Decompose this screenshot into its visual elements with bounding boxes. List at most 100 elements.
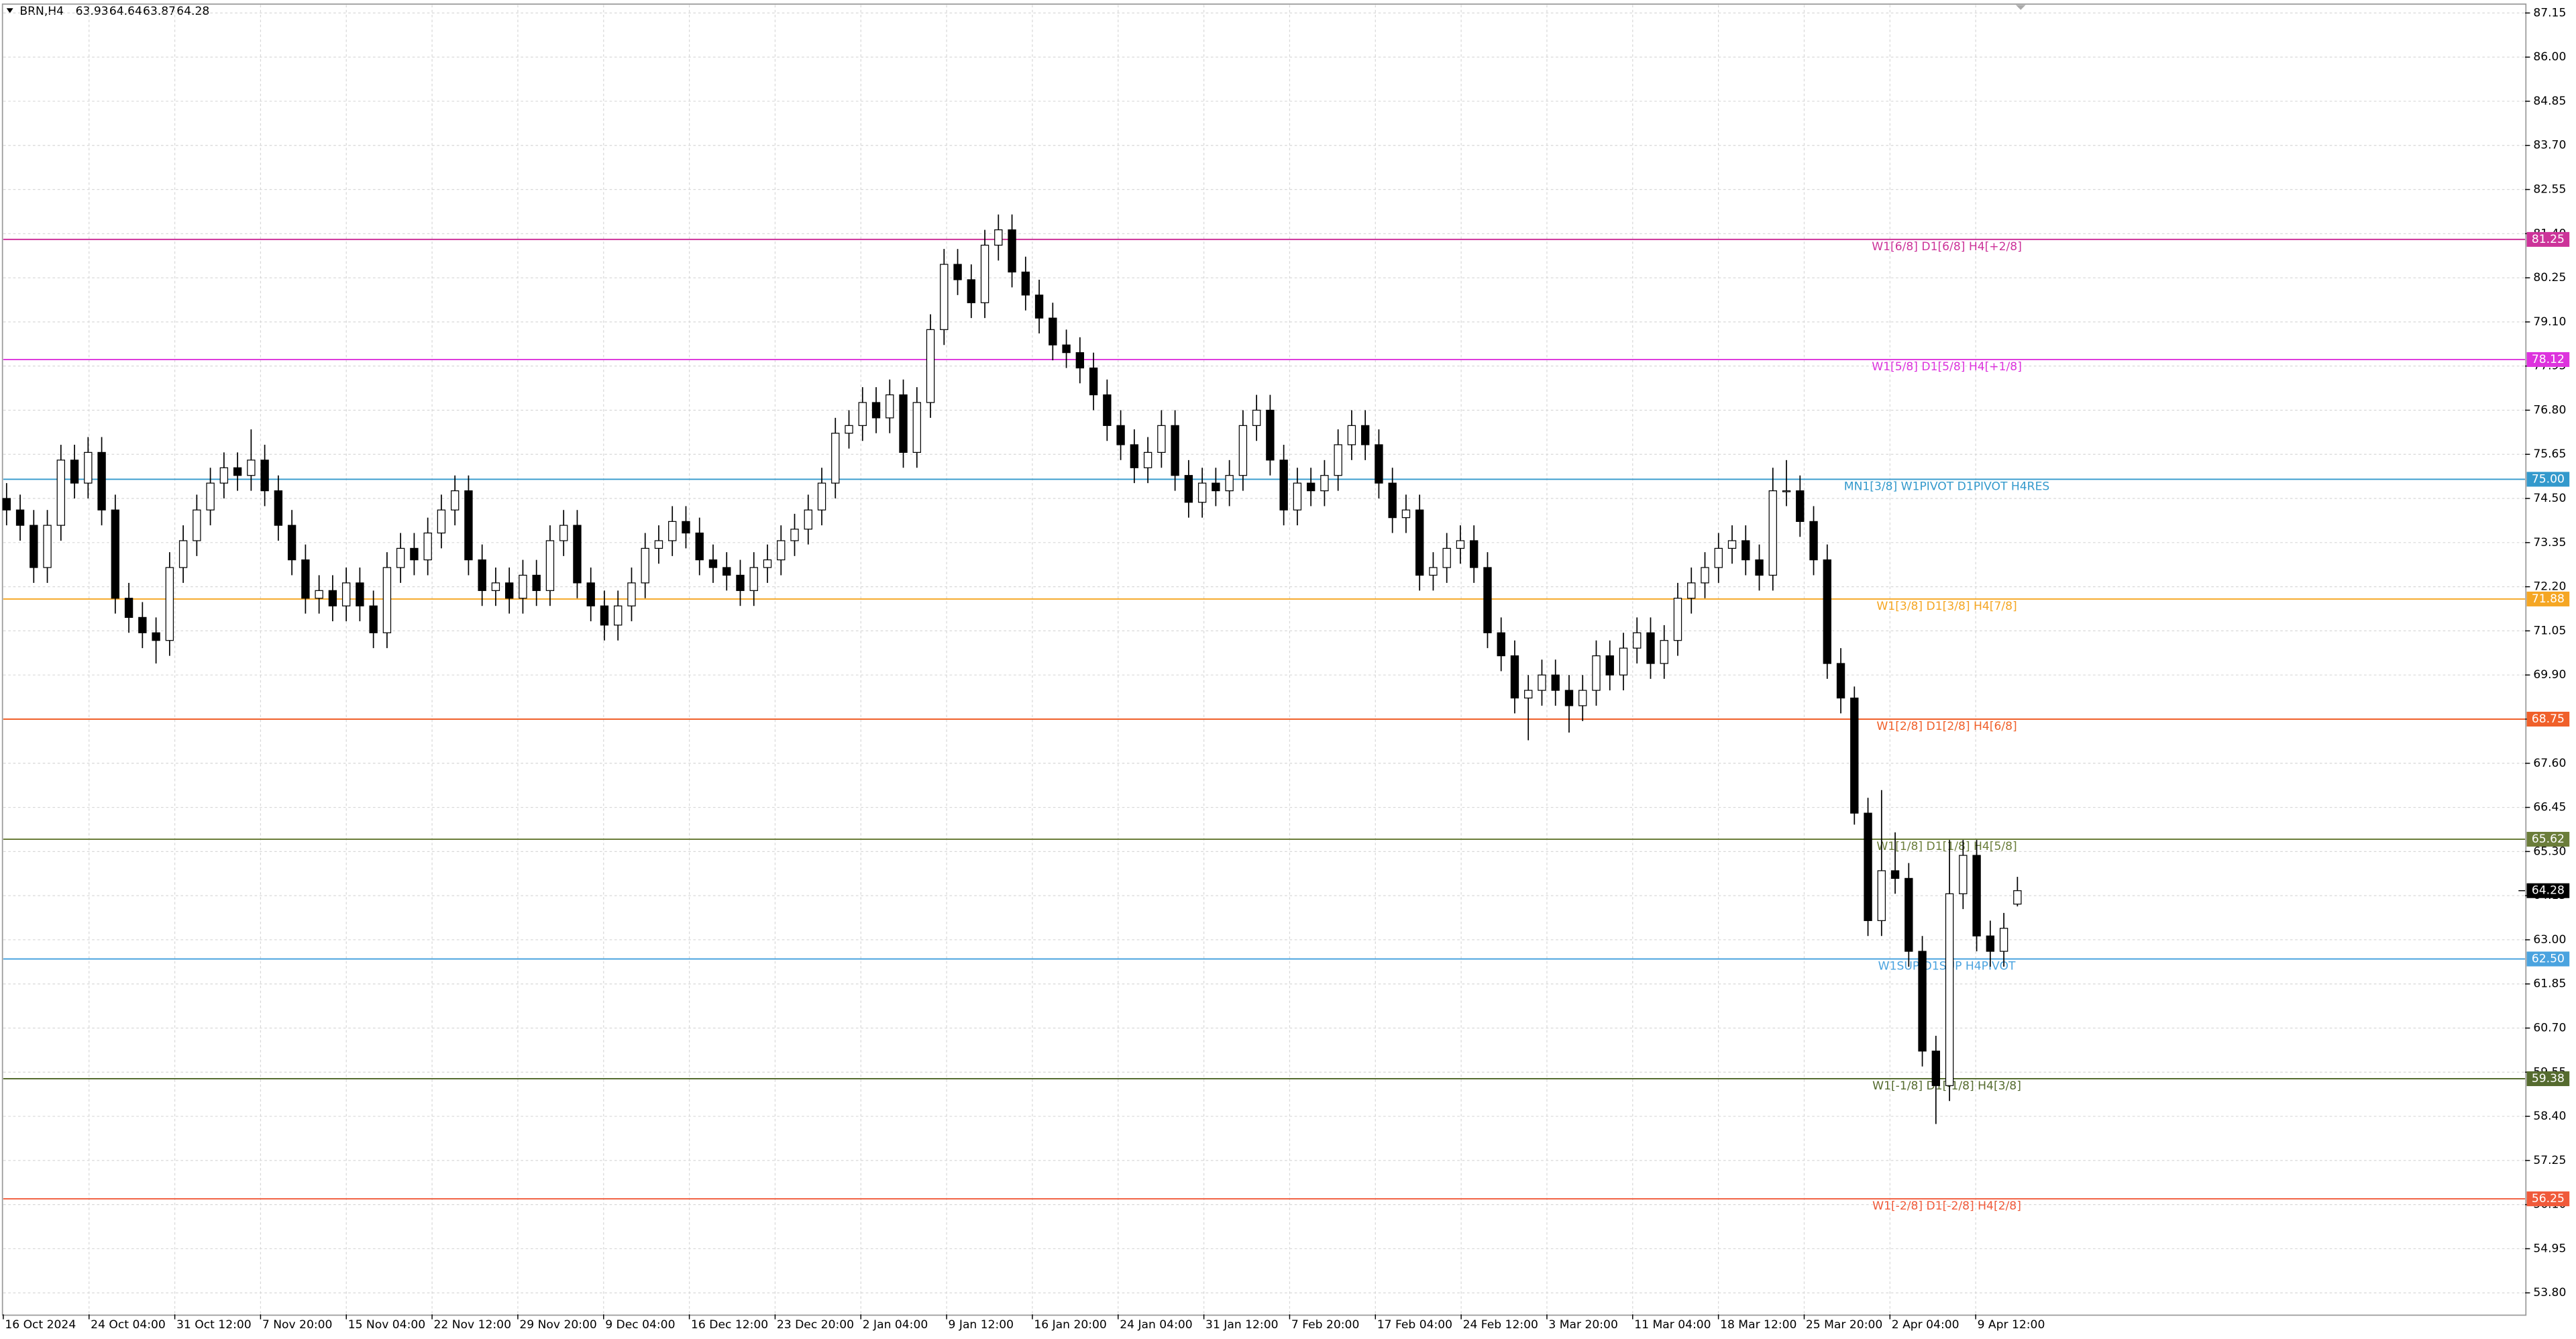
candle-body (193, 509, 201, 541)
candle-body (30, 525, 38, 568)
candle-body (1864, 812, 1872, 921)
x-tick-label: 11 Mar 04:00 (1634, 1318, 1711, 1332)
price-tag (2526, 472, 2570, 487)
candle-body (682, 521, 690, 534)
y-tick-label: 83.70 (2533, 139, 2566, 152)
candle-body (247, 460, 256, 476)
candle-body (301, 559, 310, 599)
x-tick-label: 16 Jan 20:00 (1034, 1318, 1106, 1332)
candle-body (614, 605, 623, 626)
y-tick-label: 58.40 (2533, 1110, 2566, 1123)
candle-body (1796, 490, 1805, 522)
candle-body (287, 525, 297, 561)
candle-body (817, 482, 826, 511)
level-label: W1[5/8] D1[5/8] H4[+1/8] (1872, 360, 2022, 374)
candle-body (1660, 640, 1668, 664)
y-tick-label: 69.90 (2533, 668, 2566, 682)
candle-body (1823, 559, 1831, 664)
candle-body (1850, 697, 1859, 814)
candle-body (1334, 444, 1342, 476)
header-value: 63.93 (76, 5, 109, 18)
candle-body (1184, 475, 1193, 503)
y-tick-label: 61.85 (2533, 977, 2566, 991)
plot-frame (1, 3, 2527, 1316)
candle-body (1999, 928, 2008, 952)
candle-body (1401, 509, 1411, 519)
candle-body (1741, 540, 1750, 561)
candle-body (437, 509, 446, 534)
y-tick-label: 66.45 (2533, 801, 2566, 814)
price-tag (2526, 951, 2570, 967)
candle-body (1116, 425, 1125, 445)
candle-body (1130, 444, 1139, 468)
candle-body (2, 498, 11, 511)
x-tick-label: 29 Nov 20:00 (519, 1318, 596, 1332)
candle-body (15, 509, 25, 526)
candle-body (1306, 482, 1316, 492)
candle-body (206, 482, 215, 511)
candle-body (1483, 567, 1492, 633)
candle-body (1279, 460, 1288, 511)
candle-body (1157, 425, 1166, 453)
x-tick-label: 16 Oct 2024 (5, 1318, 76, 1332)
level-label: W1[-2/8] D1[-2/8] H4[2/8] (1872, 1199, 2021, 1213)
candle-body (1470, 540, 1479, 568)
candle-body (2013, 890, 2022, 905)
candle-body (1238, 425, 1248, 476)
candle-body (1360, 425, 1370, 445)
candle-body (1592, 655, 1601, 691)
candle-body (1143, 451, 1152, 468)
x-tick-label: 24 Oct 04:00 (91, 1318, 166, 1332)
level-label: W1[2/8] D1[2/8] H4[6/8] (1876, 720, 2017, 733)
candle-body (1701, 567, 1709, 584)
candle-body (926, 329, 935, 403)
candle-body (668, 521, 677, 541)
candle-body (573, 525, 582, 584)
menu-arrow[interactable] (6, 8, 13, 13)
x-tick-label: 7 Feb 20:00 (1291, 1318, 1359, 1332)
candle-body (1727, 540, 1737, 549)
candle-body (56, 460, 65, 526)
candle-body (1347, 425, 1356, 445)
candle-body (423, 532, 432, 561)
candle-body (315, 590, 323, 599)
x-tick-label: 15 Nov 04:00 (348, 1318, 425, 1332)
candle-body (831, 433, 840, 484)
candle-body (763, 559, 772, 568)
candle-body (532, 574, 541, 591)
price-tag-label: 62.50 (2532, 953, 2565, 966)
candle-body (1836, 663, 1845, 699)
candle-body (70, 460, 79, 484)
price-tag-label: 71.88 (2532, 592, 2565, 606)
candle-body (491, 582, 500, 591)
candle-body (233, 467, 242, 476)
candle-body (1075, 352, 1085, 369)
candle-body (111, 509, 120, 599)
candle-body (953, 264, 962, 280)
y-tick-label: 79.10 (2533, 315, 2566, 329)
candle-body (1497, 632, 1505, 657)
candle-body (1008, 229, 1016, 273)
level-label: W1[1/8] D1[1/8] H4[5/8] (1876, 840, 2017, 853)
candle-body (627, 582, 636, 606)
candle-body (396, 547, 405, 568)
x-tick-label: 22 Nov 12:00 (434, 1318, 511, 1332)
level-label: MN1[3/8] W1PIVOT D1PIVOT H4RES (1844, 480, 2049, 493)
price-tag (2526, 352, 2570, 367)
candle-body (382, 567, 392, 633)
candle-body (967, 279, 975, 303)
price-tag (2526, 1071, 2570, 1087)
level-label: W1[6/8] D1[6/8] H4[+2/8] (1872, 240, 2022, 254)
candle-body (899, 394, 908, 453)
candle-body (749, 567, 758, 591)
x-tick-label: 17 Feb 04:00 (1377, 1318, 1452, 1332)
x-tick-label: 24 Jan 04:00 (1120, 1318, 1192, 1332)
candle-body (1375, 444, 1383, 484)
candle-body (410, 547, 419, 561)
x-tick-label: 3 Mar 20:00 (1548, 1318, 1617, 1332)
y-tick-label: 80.25 (2533, 271, 2566, 284)
candle-body (940, 264, 949, 330)
candle-body (1415, 509, 1424, 576)
price-tag-label: 59.38 (2532, 1072, 2565, 1085)
